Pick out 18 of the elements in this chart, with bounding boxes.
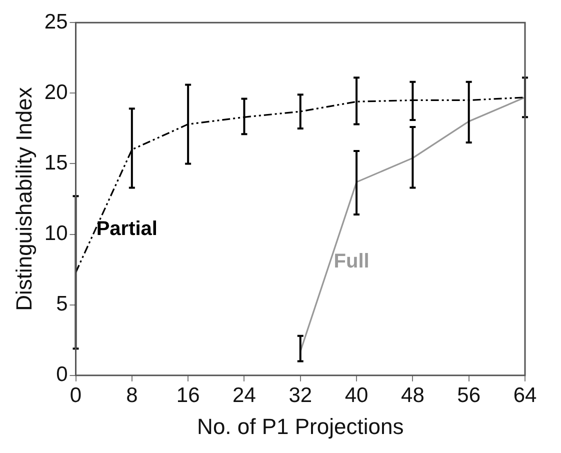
y-tick-label: 25 (44, 10, 68, 34)
x-tick-label: 56 (457, 384, 481, 407)
y-axis-title: Distinguishability Index (11, 87, 36, 311)
y-tick-label: 10 (44, 222, 68, 246)
x-tick-label: 16 (176, 384, 200, 407)
x-tick-label: 48 (401, 384, 424, 407)
y-tick-label: 15 (44, 152, 68, 175)
series-label: Full (334, 250, 370, 273)
x-tick-label: 24 (232, 384, 256, 407)
x-tick-label: 40 (344, 384, 368, 407)
x-tick-label: 32 (288, 384, 312, 407)
x-tick-label: 8 (126, 384, 138, 407)
y-tick-label: 20 (44, 80, 68, 104)
x-tick-label: 64 (513, 384, 537, 407)
y-tick-label: 0 (56, 363, 68, 386)
y-tick-label: 5 (56, 292, 68, 316)
x-axis-title: No. of P1 Projections (197, 414, 404, 439)
series-label: Partial (96, 218, 158, 240)
